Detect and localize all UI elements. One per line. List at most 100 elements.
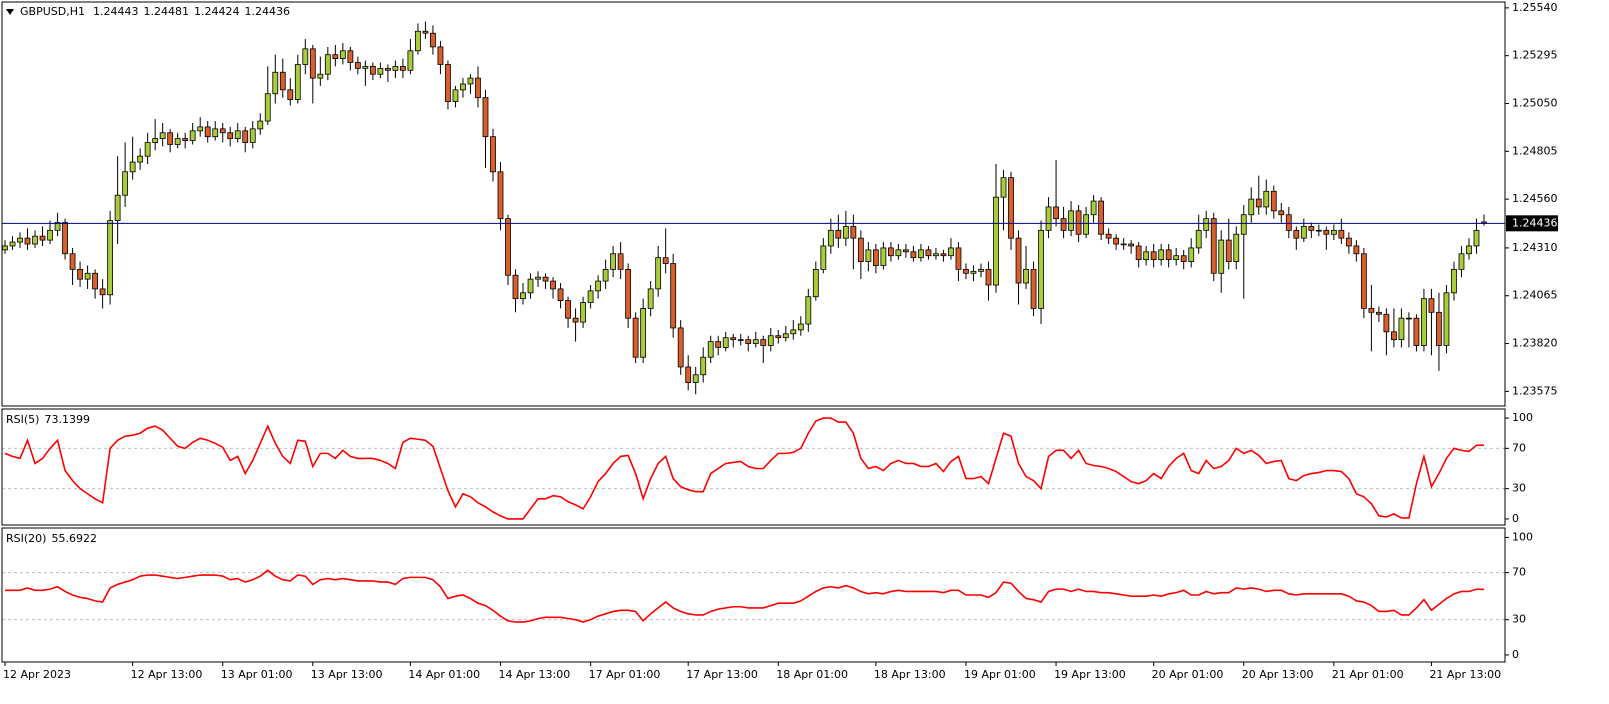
candle-body [249,128,256,143]
candle-body [1263,190,1270,208]
candle-body [204,126,211,138]
y-tick-label: 70 [1512,441,1526,454]
candle-body [918,249,924,259]
candle-body [812,268,819,298]
candle-body [287,89,294,100]
candle-body [655,257,662,290]
candle-body [670,263,677,329]
candle-body [1038,229,1044,309]
high-value: 1.24481 [143,5,189,18]
x-tick-label: 19 Apr 13:00 [1054,668,1126,681]
candle-body [1338,229,1345,239]
candle-body [820,245,827,270]
candle-body [32,235,38,245]
indicator-value: 55.6922 [51,532,97,545]
candle-body [362,66,369,69]
candle-body [1083,214,1089,235]
candle-body [1391,331,1397,341]
candle-body [880,247,887,266]
candle-body [940,253,947,257]
x-tick-label: 12 Apr 2023 [3,668,71,681]
indicator-name: RSI(20) [6,532,46,545]
x-tick-label: 21 Apr 13:00 [1429,668,1501,681]
candle-body [857,237,864,262]
candle-body [865,249,872,262]
candle-body [99,288,106,296]
line-series [5,569,1485,623]
candle-body [467,77,474,85]
y-tick-label: 1.24560 [1512,192,1558,205]
collapse-triangle[interactable] [6,9,14,15]
candle-body [610,253,617,270]
candle-body [1360,253,1367,309]
panel-frame [1,408,1506,526]
candle-body [1053,206,1059,220]
y-tick-label: 1.23820 [1512,337,1558,350]
candle-body [1458,253,1465,270]
candle-body [1180,255,1187,262]
candle-body [1428,298,1435,313]
x-tick-label: 14 Apr 13:00 [499,668,571,681]
candle-body [580,302,586,323]
candle-body [1008,177,1014,239]
candle-body [692,374,699,383]
y-tick-label: 100 [1512,530,1533,543]
y-tick-label: 1.25540 [1512,1,1558,14]
candle-body [272,71,279,95]
candle-body [1466,245,1472,255]
y-tick-label: 0 [1512,512,1519,525]
candle-body [647,288,654,309]
candle-body [122,171,129,196]
candle-body [685,366,692,383]
y-tick-label: 1.24805 [1512,144,1558,157]
candle-body [520,292,526,300]
candle-body [1068,210,1074,231]
candle-body [497,171,504,220]
candle-body [1421,298,1427,346]
candle-body [1255,198,1262,208]
candle-body [1375,311,1382,315]
candle-body [144,142,151,157]
candle-body [632,317,639,358]
candle-body [324,54,331,75]
candle-body [1436,311,1442,346]
candle-body [234,130,241,140]
candle-body [430,32,436,48]
candle-body [84,272,91,280]
candle-body [1120,243,1127,246]
candle-body [1150,251,1157,261]
candle-body [1210,218,1217,274]
candle-body [640,308,647,358]
candle-body [445,64,451,102]
candle-body [257,120,264,130]
x-tick-label: 13 Apr 13:00 [311,668,383,681]
candle-body [212,128,219,138]
candle-body [850,226,857,239]
candle-body [189,130,196,141]
candle-body [542,276,549,282]
candle-body [159,132,166,140]
candle-body [17,237,23,243]
candle-body [587,290,594,303]
candle-body [572,317,579,323]
candle-body [535,276,541,280]
candle-body [114,194,121,221]
candle-body [1473,229,1480,247]
candle-body [925,249,932,257]
candle-body [625,268,632,319]
y-tick-label: 1.23575 [1512,384,1558,397]
x-tick-label: 20 Apr 01:00 [1152,668,1224,681]
candle-body [1203,218,1210,231]
candle-body [264,93,271,122]
y-tick-label: 1.24310 [1512,241,1558,254]
x-tick-label: 14 Apr 01:00 [408,668,480,681]
candle-body [910,251,917,259]
candle-body [700,356,707,376]
candle-body [978,268,984,272]
candle-body [369,66,376,75]
candle-body [1413,317,1420,346]
candle-body [437,46,444,65]
candle-body [92,272,98,290]
panel-frame [1,1,1506,407]
candle-body [1278,210,1285,216]
